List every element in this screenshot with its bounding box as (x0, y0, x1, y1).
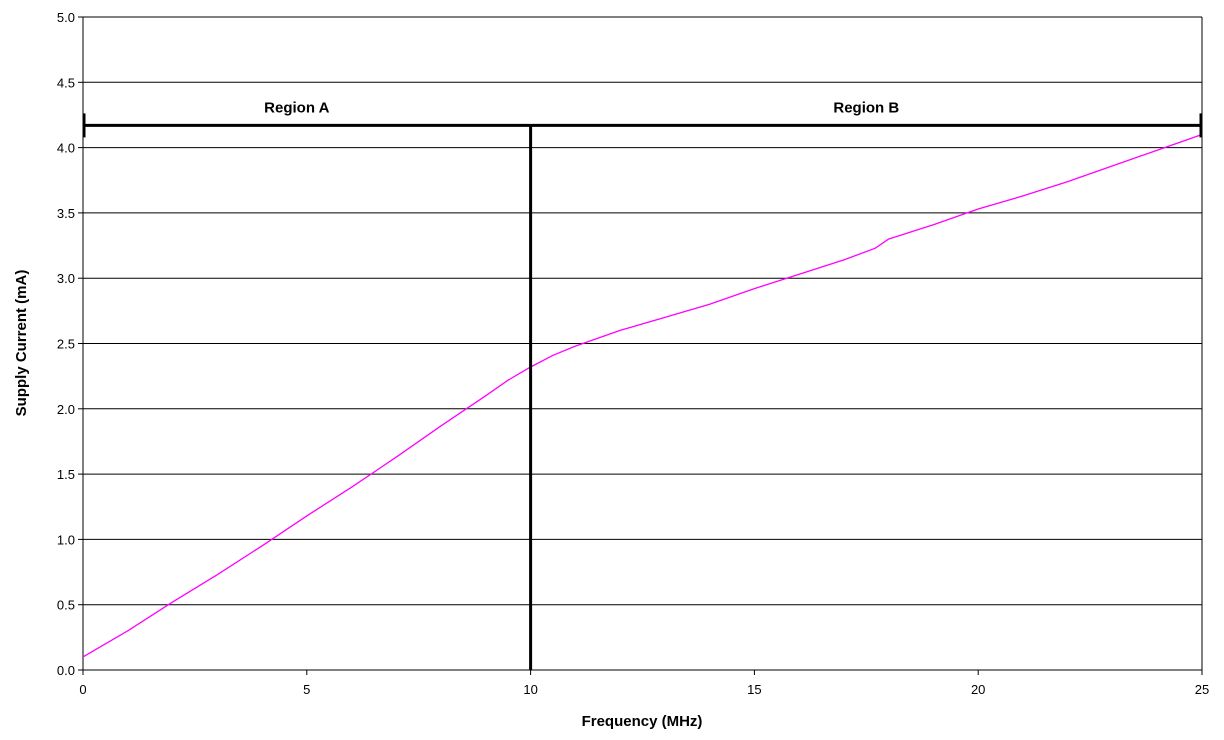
y-tick-label-10: 5.0 (57, 10, 75, 25)
y-tick-label-1: 0.5 (57, 598, 75, 613)
y-tick-label-0: 0.0 (57, 663, 75, 678)
region-annotations: Region A Region B (82, 99, 1203, 670)
y-tick-label-9: 4.5 (57, 75, 75, 90)
y-axis-ticks: 0.0 0.5 1.0 1.5 2.0 2.5 3.0 3.5 4.0 4.5 5.0 (57, 10, 83, 678)
y-tick-label-2: 1.0 (57, 532, 75, 547)
x-axis-title: Frequency (MHz) (582, 713, 703, 730)
series-layer (82, 133, 1203, 658)
region-label-0: Region A (264, 99, 329, 116)
x-tick-label-3: 15 (747, 682, 761, 697)
y-tick-label-5: 2.5 (57, 337, 75, 352)
gridlines (83, 16, 1202, 671)
x-tick-label-4: 20 (971, 682, 985, 697)
y-tick-label-3: 1.5 (57, 467, 75, 482)
x-tick-label-2: 10 (523, 682, 537, 697)
y-tick-label-6: 3.0 (57, 271, 75, 286)
x-tick-label-0: 0 (79, 682, 86, 697)
x-axis-ticks: 0 5 10 15 20 25 (79, 670, 1209, 697)
x-tick-label-1: 5 (303, 682, 310, 697)
y-axis-title: Supply Current (mA) (13, 270, 30, 417)
y-tick-label-4: 2.0 (57, 402, 75, 417)
series-line-0 (82, 133, 1203, 658)
region-label-1: Region B (833, 99, 899, 116)
y-tick-label-8: 4.0 (57, 141, 75, 156)
x-tick-label-5: 25 (1195, 682, 1209, 697)
y-tick-label-7: 3.5 (57, 206, 75, 221)
